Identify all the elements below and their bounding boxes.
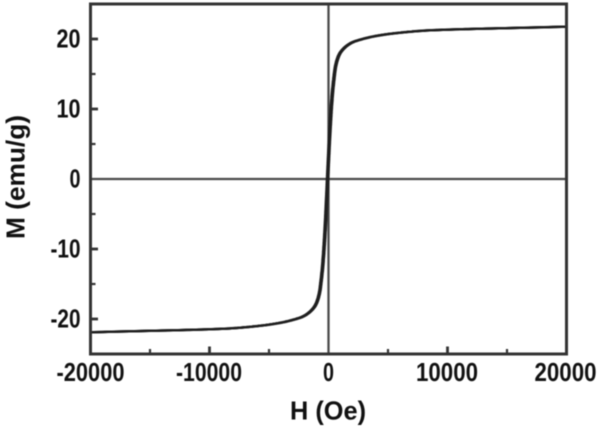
- svg-text:-20: -20: [51, 304, 81, 334]
- svg-text:-20000: -20000: [57, 357, 125, 387]
- svg-text:20000: 20000: [535, 357, 597, 387]
- svg-text:-10000: -10000: [176, 357, 242, 387]
- svg-text:H (Oe): H (Oe): [290, 396, 366, 426]
- svg-text:20: 20: [57, 24, 81, 54]
- svg-text:10: 10: [57, 94, 81, 124]
- svg-text:0: 0: [70, 164, 81, 194]
- svg-text:0: 0: [323, 357, 334, 387]
- svg-text:-10: -10: [51, 234, 81, 264]
- svg-text:10000: 10000: [416, 357, 478, 387]
- svg-text:M (emu/g): M (emu/g): [1, 115, 31, 239]
